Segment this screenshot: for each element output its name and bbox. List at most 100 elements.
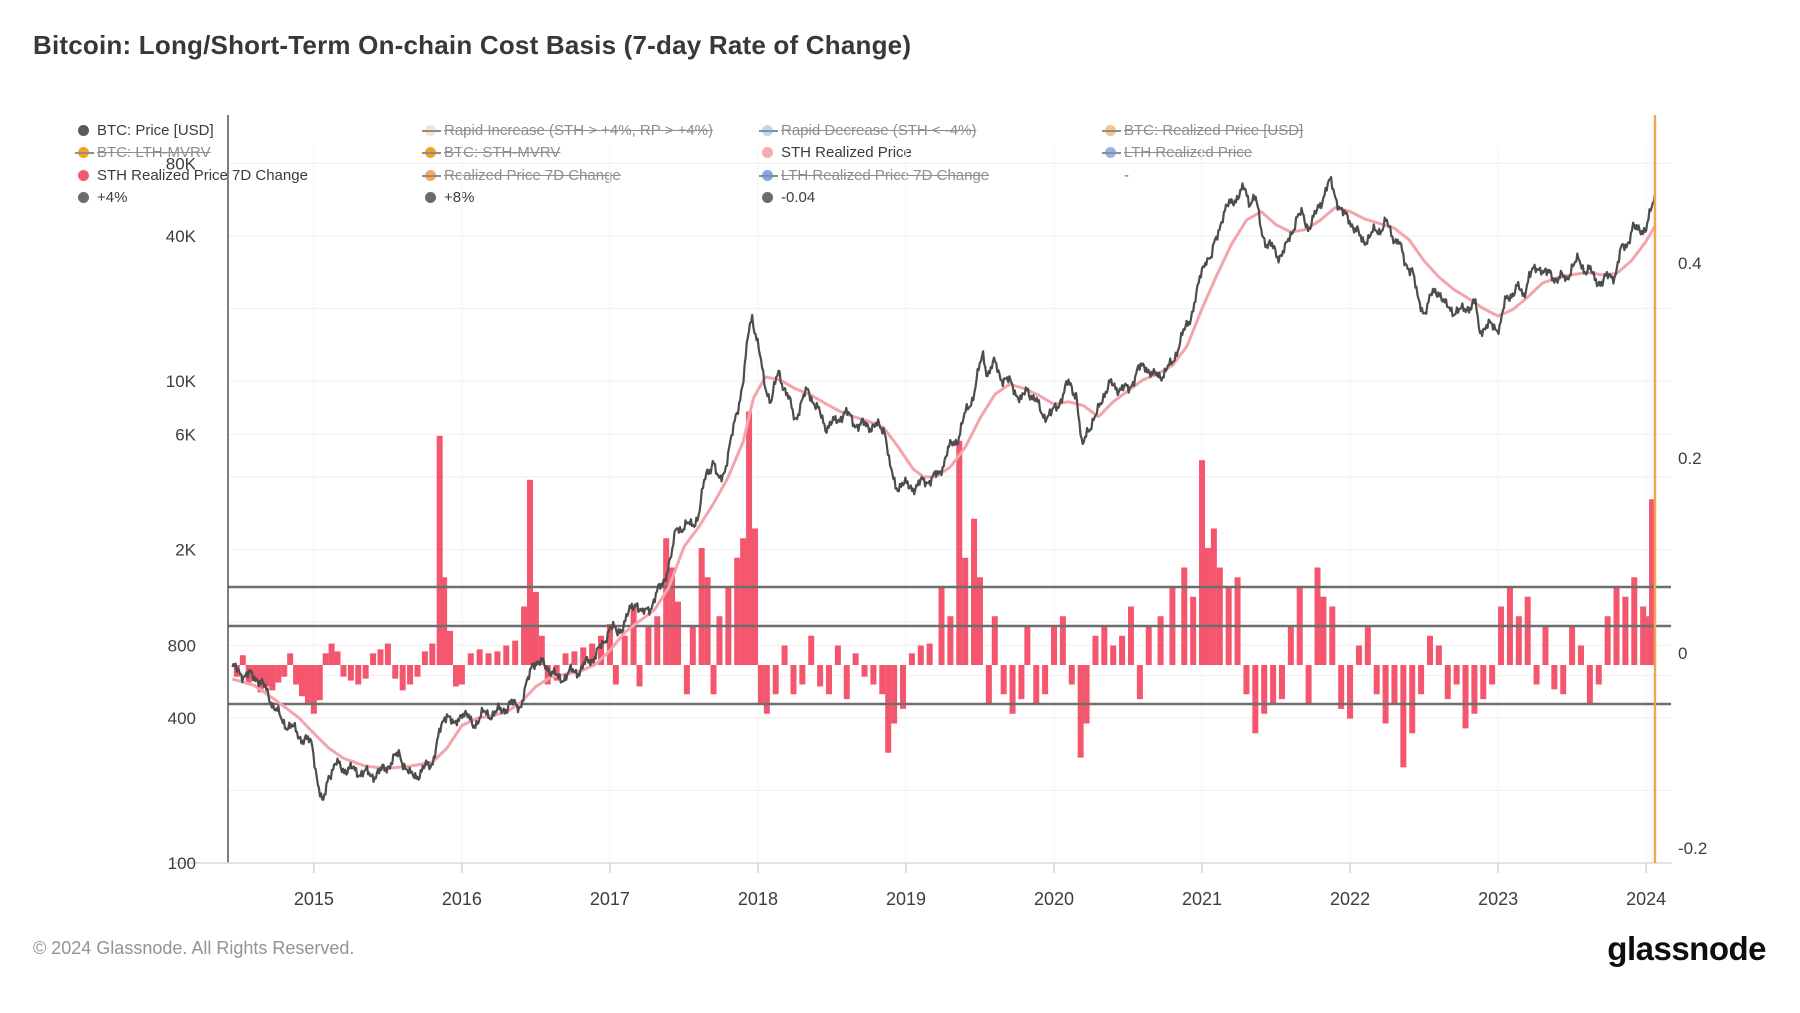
sth-rp-7d-change-bar: [355, 665, 362, 685]
sth-rp-7d-change-bar: [663, 538, 670, 665]
sth-rp-7d-change-bar: [334, 651, 341, 665]
sth-rp-7d-change-bar: [606, 624, 613, 665]
sth-rp-7d-change-bar: [1569, 626, 1576, 665]
legend-dot-icon: [78, 192, 89, 203]
legend-item[interactable]: BTC: STH-MVRV: [422, 144, 561, 161]
sth-rp-7d-change-bar: [362, 665, 369, 679]
legend-item[interactable]: STH Realized Price: [762, 144, 912, 161]
sth-rp-7d-change-bar: [1119, 635, 1126, 665]
sth-rp-7d-change-bar: [1083, 665, 1090, 724]
glassnode-logo[interactable]: glassnode: [1607, 930, 1766, 967]
sth-rp-7d-change-bar: [458, 665, 465, 685]
legend-item[interactable]: Rapid Increase (STH > +4%, RP > +4%): [422, 122, 713, 139]
sth-rp-7d-change-bar: [683, 665, 690, 695]
legend-dot-icon: [1102, 125, 1121, 136]
sth-rp-7d-change-bar: [414, 665, 421, 677]
sth-rp-7d-change-bar: [1338, 665, 1345, 709]
sth-rp-7d-change-bar: [1586, 665, 1593, 704]
legend-item[interactable]: STH Realized Price 7D Change: [78, 167, 308, 184]
sth-rp-7d-change-bar: [429, 643, 436, 665]
sth-rp-7d-change-bar: [281, 665, 288, 677]
sth-rp-7d-change-bar: [740, 538, 747, 665]
sth-rp-7d-change-bar: [1051, 626, 1058, 665]
sth-rp-7d-change-bar: [834, 645, 841, 665]
sth-rp-7d-change-bar: [521, 606, 528, 665]
legend-label: BTC: Price [USD]: [97, 122, 214, 139]
sth-rp-7d-change-bar: [843, 665, 850, 700]
sth-rp-7d-change-bar: [293, 665, 300, 685]
sth-rp-7d-change-bar: [1000, 665, 1007, 695]
sth-rp-7d-change-bar: [532, 591, 539, 665]
sth-rp-7d-change-bar: [269, 665, 276, 691]
legend-label: BTC: Realized Price [USD]: [1124, 122, 1304, 139]
legend-label: +4%: [97, 189, 128, 206]
sth-rp-7d-change-bar: [1077, 665, 1084, 758]
sth-rp-7d-change-bar: [304, 665, 311, 704]
sth-rp-7d-change-bar: [1136, 665, 1143, 700]
sth-rp-7d-change-bar: [598, 635, 605, 665]
legend-item[interactable]: +8%: [425, 189, 474, 206]
legend-dot-icon: [759, 125, 778, 136]
x-tick-label: 2017: [590, 889, 630, 909]
legend-item[interactable]: -: [1105, 167, 1129, 184]
btc-price-line: [231, 175, 1657, 801]
sth-rp-7d-change-bar: [1471, 665, 1478, 714]
x-tick-label: 2020: [1034, 889, 1074, 909]
x-tick-label: 2022: [1330, 889, 1370, 909]
sth-rp-7d-change-bar: [1542, 626, 1549, 665]
sth-rp-7d-change-bar: [900, 665, 907, 709]
sth-rp-7d-change-bar: [512, 640, 519, 665]
legend-item[interactable]: Realized Price 7D Change: [422, 167, 621, 184]
sth-rp-7d-change-bar: [1489, 665, 1496, 685]
y-right-tick-label: 0: [1678, 644, 1687, 663]
sth-rp-7d-change-bar: [1243, 665, 1250, 695]
legend-item[interactable]: +4%: [78, 189, 127, 206]
x-tick-label: 2018: [738, 889, 778, 909]
legend-item[interactable]: LTH Realized Price: [1102, 144, 1253, 161]
sth-rp-7d-change-bar: [1453, 665, 1460, 685]
legend-label: Realized Price 7D Change: [444, 167, 621, 184]
sth-rp-7d-change-bar: [1391, 665, 1398, 704]
sth-rp-7d-change-bar: [704, 577, 711, 665]
legend-label: LTH Realized Price: [1124, 144, 1253, 161]
y-left-tick-label: 2K: [175, 540, 196, 559]
legend-item[interactable]: BTC: Realized Price [USD]: [1102, 122, 1304, 139]
legend-item[interactable]: Rapid Decrease (STH < -4%): [759, 122, 976, 139]
legend-label: STH Realized Price 7D Change: [97, 167, 308, 184]
sth-rp-7d-change-bar: [407, 665, 414, 685]
sth-rp-7d-change-bar: [1462, 665, 1469, 729]
legend-label: -: [1124, 167, 1129, 184]
sth-rp-7d-change-bar: [485, 653, 492, 665]
legend-label: BTC: STH-MVRV: [444, 144, 561, 161]
sth-rp-7d-change-bar: [1631, 577, 1638, 665]
sth-rp-7d-change-bar: [377, 649, 384, 665]
sth-rp-7d-change-bar: [885, 665, 892, 753]
sth-rp-7d-change-bar: [263, 665, 270, 687]
sth-rp-7d-change-bar: [1640, 606, 1647, 665]
legend-item[interactable]: -0.04: [762, 189, 815, 206]
sth-rp-7d-change-bar: [1101, 626, 1108, 665]
sth-rp-7d-change-bar: [287, 653, 294, 665]
sth-rp-7d-change-bar: [436, 435, 443, 665]
sth-rp-7d-change-bar: [1409, 665, 1416, 734]
sth-rp-7d-change-bar: [347, 665, 354, 681]
sth-rp-7d-change-bar: [1092, 635, 1099, 665]
legend-item[interactable]: BTC: LTH-MVRV: [75, 144, 211, 161]
legend-dot-icon: [425, 192, 436, 203]
sth-rp-7d-change-bar: [825, 665, 832, 695]
legend-label: +8%: [444, 189, 475, 206]
sth-rp-7d-change-bar: [1347, 665, 1354, 719]
legend-dot-icon: [75, 147, 94, 158]
sth-rp-7d-change-bar: [757, 665, 764, 704]
legend-item[interactable]: LTH Realized Price 7D Change: [759, 167, 989, 184]
legend-dot-icon: [422, 125, 441, 136]
y-left-tick-label: 6K: [175, 425, 196, 444]
legend-item[interactable]: BTC: Price [USD]: [78, 122, 214, 139]
sth-rp-7d-change-bar: [452, 665, 459, 687]
sth-rp-7d-change-bar: [991, 616, 998, 665]
sth-rp-7d-change-bar: [1400, 665, 1407, 768]
sth-rp-7d-change-bar: [1364, 626, 1371, 665]
sth-rp-7d-change-bar: [612, 665, 619, 685]
